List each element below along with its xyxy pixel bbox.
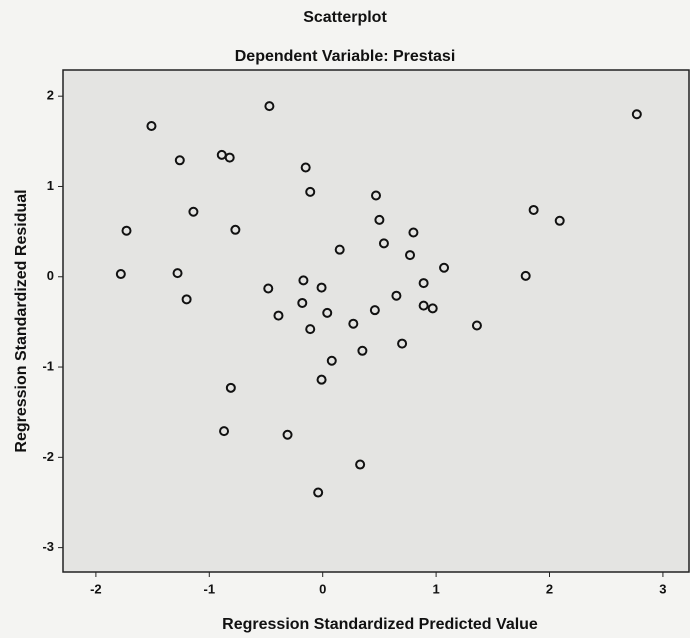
point [408,227,419,238]
point [219,426,230,437]
point [357,345,368,356]
point [305,324,316,335]
point [224,152,235,163]
point [188,206,199,217]
point [174,155,185,166]
point [391,290,402,301]
point [371,190,381,201]
point [397,338,408,349]
point [316,282,327,293]
chart-title: Scatterplot [303,9,387,26]
point [369,305,380,316]
plot-area [62,69,690,573]
point [322,307,333,318]
y-tick-label: 2 [47,88,54,103]
y-tick-label: 0 [47,268,54,283]
point [313,487,324,498]
point [528,204,539,215]
point [230,224,241,235]
point [471,320,482,331]
point [225,382,236,393]
point [520,270,531,281]
point [305,186,316,197]
point [326,355,337,366]
point [418,278,429,289]
point [405,250,416,261]
chart-subtitle: Dependent Variable: Prestasi [235,48,456,65]
point [427,303,438,314]
point [378,238,389,249]
point [334,244,345,255]
point [115,269,126,280]
point [263,283,274,294]
point [298,275,309,286]
x-tick-label: 1 [432,581,439,596]
point [554,215,565,226]
point [418,300,429,311]
point [374,214,385,225]
point [439,262,450,273]
x-tick-label: 2 [546,581,553,596]
x-tick-label: -1 [204,581,216,596]
point [348,318,359,329]
point [273,310,284,321]
point [355,459,366,470]
point [172,268,183,279]
y-tick-label: -3 [42,539,54,554]
x-tick-label: 0 [319,581,326,596]
point [316,374,327,385]
point [181,294,192,305]
point [300,162,311,173]
point [631,109,642,120]
x-axis-label: Regression Standardized Predicted Value [222,616,538,633]
point [146,120,157,131]
point [297,297,308,308]
point [264,101,275,112]
point [121,225,132,236]
y-axis-label: Regression Standardized Residual [13,189,30,452]
x-tick-label: -2 [90,581,102,596]
point [282,429,293,440]
x-tick-label: 3 [659,581,666,596]
y-tick-label: -1 [42,358,54,373]
y-tick-label: 1 [47,178,54,193]
y-tick-label: -2 [42,449,54,464]
